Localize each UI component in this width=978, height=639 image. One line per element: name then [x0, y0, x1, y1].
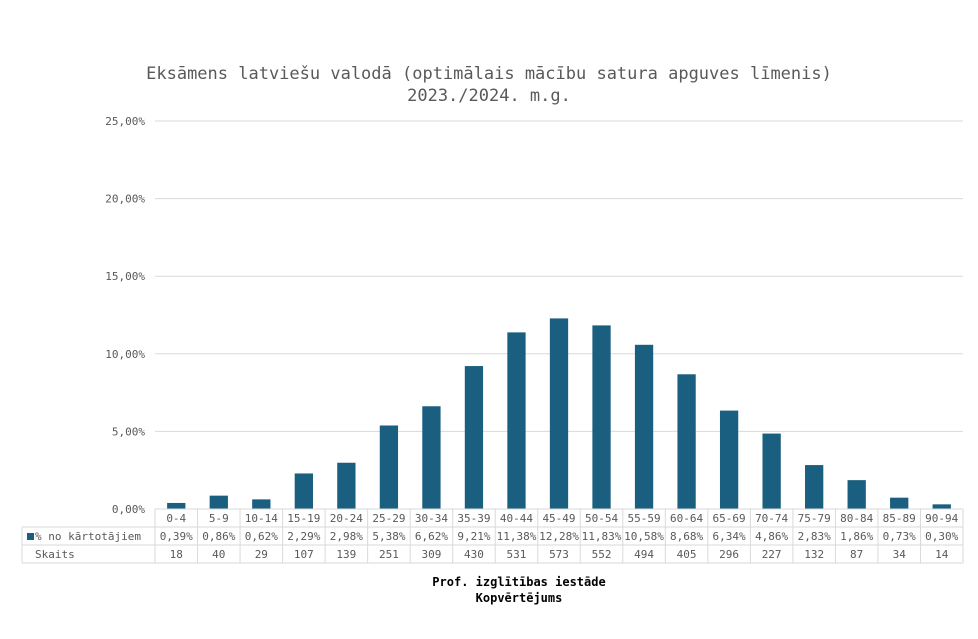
x-tick-label: 25-29 — [372, 512, 405, 525]
y-tick-label: 0,00% — [112, 503, 145, 516]
count-value: 531 — [507, 548, 527, 561]
data-label: 10,58% — [624, 530, 664, 543]
x-tick-label: 35-39 — [457, 512, 490, 525]
legend-key — [27, 533, 34, 540]
count-value: 40 — [212, 548, 225, 561]
bar — [507, 332, 526, 509]
x-tick-label: 85-89 — [883, 512, 916, 525]
data-label: 11,38% — [497, 530, 537, 543]
data-label: 0,62% — [245, 530, 278, 543]
data-label: 8,68% — [670, 530, 703, 543]
x-tick-label: 30-34 — [415, 512, 448, 525]
count-value: 29 — [255, 548, 268, 561]
data-label: 6,34% — [713, 530, 746, 543]
data-label: 0,30% — [925, 530, 958, 543]
y-tick-label: 5,00% — [112, 425, 145, 438]
x-axis-title-line-1: Prof. izglītības iestāde — [432, 575, 605, 589]
x-axis-title-line-2: Kopvērtējums — [476, 591, 563, 605]
data-label: 2,98% — [330, 530, 363, 543]
data-label: 5,38% — [372, 530, 405, 543]
x-tick-label: 45-49 — [542, 512, 575, 525]
bars — [167, 318, 951, 509]
data-label: 9,21% — [457, 530, 490, 543]
x-tick-label: 15-19 — [287, 512, 320, 525]
count-value: 309 — [421, 548, 441, 561]
count-value: 296 — [719, 548, 739, 561]
row-name: Skaits — [35, 548, 75, 561]
bar — [890, 497, 909, 509]
bar — [337, 462, 356, 509]
x-tick-label: 40-44 — [500, 512, 533, 525]
x-tick-label: 75-79 — [798, 512, 831, 525]
series-name: % no kārtotājiem — [35, 530, 141, 543]
data-label: 0,39% — [160, 530, 193, 543]
x-tick-label: 90-94 — [925, 512, 958, 525]
y-axis-ticks: 0,00% 5,00% 10,00% 15,00% 20,00% 25,00% — [105, 115, 145, 516]
count-value: 405 — [677, 548, 697, 561]
y-tick-label: 25,00% — [105, 115, 145, 128]
bar — [762, 433, 781, 509]
bar — [549, 318, 569, 509]
x-tick-label: 0-4 — [166, 512, 186, 525]
count-value: 430 — [464, 548, 484, 561]
y-tick-label: 15,00% — [105, 270, 145, 283]
count-value: 227 — [762, 548, 782, 561]
bar — [464, 366, 484, 509]
count-value: 494 — [634, 548, 654, 561]
data-label: 4,86% — [755, 530, 788, 543]
data-label: 1,86% — [840, 530, 873, 543]
bar — [422, 406, 441, 509]
chart-subtitle: 2023./2024. m.g. — [407, 86, 571, 106]
data-label: 0,73% — [883, 530, 916, 543]
x-tick-label: 5-9 — [209, 512, 229, 525]
data-label: 0,86% — [202, 530, 235, 543]
count-value: 132 — [804, 548, 824, 561]
bar — [167, 502, 186, 509]
bar — [932, 504, 951, 509]
data-label: 6,62% — [415, 530, 448, 543]
x-tick-label: 50-54 — [585, 512, 618, 525]
x-tick-label: 65-69 — [713, 512, 746, 525]
bar — [592, 325, 611, 509]
bar — [677, 374, 696, 509]
chart-title: Eksāmens latviešu valodā (optimālais māc… — [146, 64, 832, 84]
x-tick-label: 80-84 — [840, 512, 873, 525]
x-tick-label: 10-14 — [245, 512, 278, 525]
count-value: 139 — [336, 548, 356, 561]
bar — [634, 344, 654, 509]
data-label: 12,28% — [539, 530, 579, 543]
x-tick-label: 70-74 — [755, 512, 788, 525]
count-value: 573 — [549, 548, 569, 561]
bar — [379, 425, 399, 509]
x-tick-label: 20-24 — [330, 512, 363, 525]
data-label: 2,83% — [798, 530, 831, 543]
count-value: 14 — [935, 548, 949, 561]
count-value: 87 — [850, 548, 863, 561]
data-label: 11,83% — [582, 530, 622, 543]
count-value: 107 — [294, 548, 314, 561]
bar — [294, 473, 313, 509]
data-table: 0-4 5-9 10-14 15-19 20-24 25-29 30-34 35-39 40-4… — [21, 508, 964, 564]
bar — [805, 465, 824, 509]
bar — [252, 499, 271, 509]
x-tick-label: 60-64 — [670, 512, 703, 525]
bar — [719, 410, 739, 509]
bar — [209, 495, 228, 509]
count-value: 552 — [592, 548, 612, 561]
count-value: 18 — [170, 548, 183, 561]
count-value: 251 — [379, 548, 399, 561]
data-label: 2,29% — [287, 530, 320, 543]
y-tick-label: 10,00% — [105, 348, 145, 361]
x-tick-label: 55-59 — [627, 512, 660, 525]
y-tick-label: 20,00% — [105, 193, 145, 206]
bar — [847, 480, 866, 509]
count-value: 34 — [893, 548, 907, 561]
